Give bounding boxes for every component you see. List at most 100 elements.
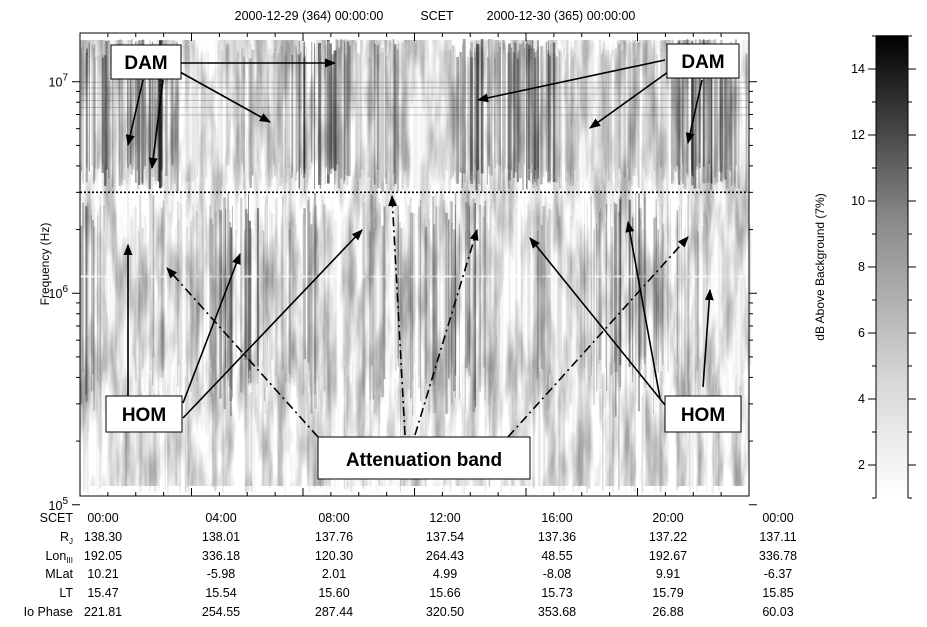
ephemeris-value: 15.60 [318, 586, 349, 600]
ephemeris-value: 26.88 [652, 605, 683, 619]
attenuation-band-arrow [507, 236, 689, 438]
ephemeris-row-label: LT [59, 586, 73, 600]
colorbar-gradient [876, 36, 908, 498]
ephemeris-value: 221.81 [84, 605, 122, 619]
ephemeris-value: 00:00 [87, 511, 118, 525]
attenuation-band-label: Attenuation band [346, 450, 502, 471]
spectrogram-texture [80, 40, 749, 486]
hom-right-label-box [664, 395, 742, 433]
ephemeris-value: 9.91 [656, 567, 680, 581]
colorbar-tick-label: 6 [858, 326, 865, 340]
ephemeris-value: 15.73 [541, 586, 572, 600]
ephemeris-value: 08:00 [318, 511, 349, 525]
annotation-arrows [123, 58, 714, 438]
attenuation-band-label-box [317, 436, 531, 480]
ephemeris-value: 16:00 [541, 511, 572, 525]
ephemeris-value: 10.21 [87, 567, 118, 581]
dam-left-arrow [148, 79, 164, 170]
hom-emission-stripe [748, 224, 752, 366]
ephemeris-value: 336.18 [202, 549, 240, 563]
x-axis-ticks [79, 33, 750, 496]
colorbar-tick-label: 12 [851, 128, 865, 142]
ephemeris-row-label: LonIII [45, 549, 73, 565]
ephemeris-value: 12:00 [429, 511, 460, 525]
attenuation-band-arrow [388, 194, 406, 436]
ephemeris-value: 2.01 [322, 567, 346, 581]
ephemeris-value: 20:00 [652, 511, 683, 525]
ephemeris-value: 120.30 [315, 549, 353, 563]
hom-right-arrow [702, 288, 714, 388]
hom-left-label-box [105, 395, 183, 433]
attenuation-band-arrow [414, 228, 479, 436]
ephemeris-value: 254.55 [202, 605, 240, 619]
ephemeris-value: 264.43 [426, 549, 464, 563]
colorbar-tick-label: 14 [851, 62, 865, 76]
colorbar-ticks: 2 4 6 8 10 12 14 [851, 35, 916, 499]
ephemeris-value: 48.55 [541, 549, 572, 563]
ephemeris-value: 137.76 [315, 530, 353, 544]
ephemeris-row-label: Io Phase [24, 605, 73, 619]
y-tick-label: 107 [49, 73, 69, 90]
ephemeris-value: 353.68 [538, 605, 576, 619]
top-axis-start-date: 2000-12-29 (364) 00:00:00 [235, 9, 384, 23]
annotation-labels: DAM DAM HOM HOM Attenuation band [105, 43, 742, 480]
ephemeris-value: 137.54 [426, 530, 464, 544]
dam-right-arrow [476, 59, 666, 103]
ephemeris-value: 192.67 [649, 549, 687, 563]
ephemeris-table: SCET 00:00 04:00 08:00 12:00 16:00 20:00 00:00 R… [24, 511, 798, 619]
ephemeris-value: 287.44 [315, 605, 353, 619]
top-axis-labels: 2000-12-29 (364) 00:00:00 SCET 2000-12-3… [235, 9, 636, 23]
dam-left-arrow [179, 71, 271, 123]
colorbar-tick-label: 2 [858, 458, 865, 472]
y-tick-exponent: 7 [62, 73, 68, 84]
dam-left-arrow [125, 79, 144, 147]
dam-right-label: DAM [681, 52, 724, 73]
y-tick-exponent: 6 [62, 284, 68, 295]
ephemeris-value: 00:00 [762, 511, 793, 525]
ephemeris-value: 15.54 [205, 586, 236, 600]
y-axis-title: Frequency (Hz) [38, 223, 52, 306]
ephemeris-value: 320.50 [426, 605, 464, 619]
ephemeris-value: 04:00 [205, 511, 236, 525]
dam-left-label-box [110, 44, 182, 80]
dam-right-label-box [666, 43, 740, 79]
hom-right-arrow [529, 237, 666, 406]
ephemeris-row-label: MLat [45, 567, 73, 581]
hom-left-arrow [182, 252, 241, 404]
dam-right-arrow [685, 79, 703, 145]
ephemeris-value: 138.01 [202, 530, 240, 544]
ephemeris-value: 15.79 [652, 586, 683, 600]
ephemeris-value: 138.30 [84, 530, 122, 544]
ephemeris-value: 137.11 [759, 530, 796, 544]
top-axis-scet-label: SCET [420, 9, 454, 23]
hom-left-arrow [182, 229, 363, 419]
ephemeris-value: -8.08 [543, 567, 572, 581]
ephemeris-value: 137.22 [649, 530, 687, 544]
colorbar-title: dB Above Background (7%) [813, 193, 827, 340]
dam-left-label: DAM [124, 53, 167, 74]
ephemeris-row-label: SCET [40, 511, 74, 525]
ephemeris-value: 192.05 [84, 549, 122, 563]
dam-right-arrow [589, 71, 669, 129]
y-tick-exponent: 5 [62, 496, 68, 507]
ephemeris-value: -6.37 [764, 567, 793, 581]
ephemeris-row-label: RJ [60, 530, 73, 546]
ephemeris-value: 15.85 [762, 586, 793, 600]
colorbar-tick-label: 4 [858, 392, 865, 406]
top-axis-end-date: 2000-12-30 (365) 00:00:00 [487, 9, 636, 23]
colorbar-tick-label: 10 [851, 194, 865, 208]
hom-right-arrow [625, 220, 661, 399]
ephemeris-value: 15.66 [429, 586, 460, 600]
ephemeris-value: 15.47 [87, 586, 118, 600]
ephemeris-value: 60.03 [762, 605, 793, 619]
ephemeris-value: 336.78 [759, 549, 797, 563]
ephemeris-value: -5.98 [207, 567, 236, 581]
hom-right-label: HOM [681, 405, 725, 426]
ephemeris-value: 137.36 [538, 530, 576, 544]
colorbar: 2 4 6 8 10 12 14 dB Above Background (7%) [813, 35, 916, 499]
hom-left-label: HOM [122, 405, 166, 426]
ephemeris-value: 4.99 [433, 567, 457, 581]
colorbar-tick-label: 8 [858, 260, 865, 274]
